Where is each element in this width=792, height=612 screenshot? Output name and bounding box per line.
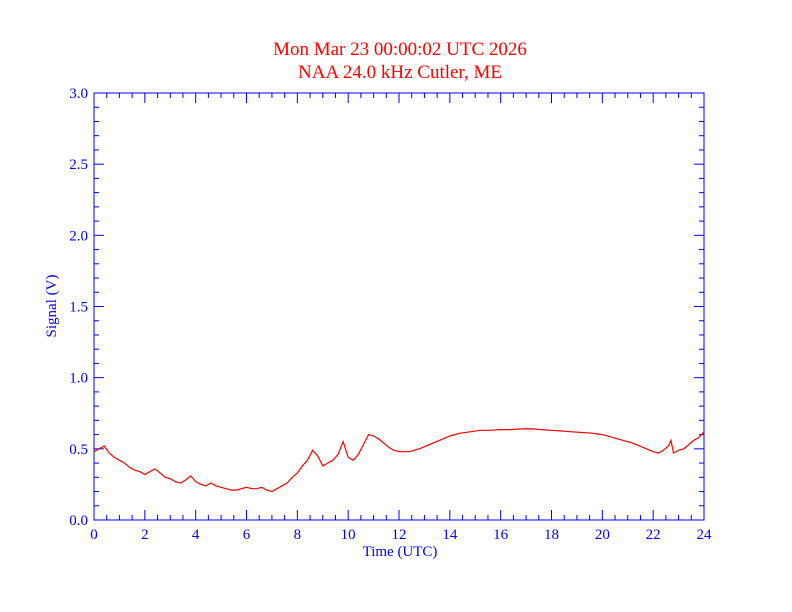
y-tick-label: 2.0 — [69, 228, 88, 244]
x-tick-label: 4 — [192, 527, 200, 543]
x-axis: 0 2 4 6 8 10 12 14 16 18 20 22 24 — [90, 93, 712, 543]
x-tick-label: 22 — [646, 527, 661, 543]
chart-subtitle: NAA 24.0 kHz Cutler, ME — [298, 62, 502, 83]
y-tick-label: 3.0 — [69, 86, 88, 102]
x-tick-label: 2 — [141, 527, 149, 543]
x-tick-label: 12 — [392, 527, 407, 543]
y-tick-label: 1.5 — [69, 300, 88, 316]
x-tick-label: 18 — [544, 527, 559, 543]
x-tick-label: 8 — [294, 527, 302, 543]
plot-frame — [93, 92, 705, 521]
y-tick-label: 0.5 — [69, 442, 88, 458]
x-tick-label: 6 — [243, 527, 251, 543]
x-tick-label: 0 — [90, 527, 98, 543]
y-axis: 0.0 0.5 1.0 1.5 2.0 2.5 3.0 — [69, 86, 704, 529]
x-tick-label: 16 — [493, 527, 509, 543]
signal-series-line — [93, 428, 705, 493]
x-tick-label: 24 — [697, 527, 713, 543]
y-tick-label: 2.5 — [69, 157, 88, 173]
chart-title: Mon Mar 23 00:00:02 UTC 2026 — [273, 39, 527, 60]
x-tick-label: 10 — [341, 527, 356, 543]
x-axis-label: Time (UTC) — [363, 544, 438, 560]
x-tick-label: 14 — [442, 527, 458, 543]
y-tick-label: 0.0 — [69, 513, 88, 529]
x-tick-label: 20 — [595, 527, 610, 543]
y-tick-label: 1.0 — [69, 371, 88, 387]
y-axis-label: Signal (V) — [44, 275, 60, 338]
